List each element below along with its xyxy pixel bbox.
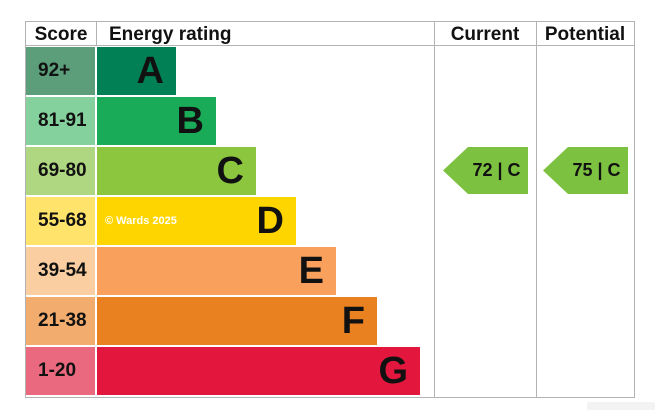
band-row-b: 81-91 B: [26, 97, 634, 147]
band-row-a: 92+ A: [26, 47, 634, 97]
band-c-score-cell: 69-80: [26, 147, 95, 195]
header-score: Score: [34, 23, 88, 45]
band-row-e: 39-54 E: [26, 247, 634, 297]
band-row-c: 69-80 C: [26, 147, 634, 197]
header-energy-rating: Energy rating: [109, 23, 232, 45]
band-a-bar: A: [97, 47, 176, 95]
table-header: Score Energy rating Current Potential: [26, 22, 634, 46]
band-d-bar: © Wards 2025 D: [97, 197, 296, 245]
band-e-letter: E: [298, 250, 324, 292]
band-row-g: 1-20 G: [26, 347, 634, 397]
band-b-bar: B: [97, 97, 216, 145]
current-column-divider: [434, 22, 435, 397]
band-g-letter: G: [378, 350, 408, 392]
band-a-score-cell: 92+: [26, 47, 95, 95]
band-f-bar: F: [97, 297, 377, 345]
band-e-bar: E: [97, 247, 336, 295]
band-b-score-cell: 81-91: [26, 97, 95, 145]
band-row-d: 55-68 © Wards 2025 D: [26, 197, 634, 247]
header-potential: Potential: [544, 23, 626, 45]
band-c-letter: C: [216, 150, 244, 192]
header-current: Current: [450, 23, 520, 45]
band-d-letter: D: [256, 200, 284, 242]
band-b-letter: B: [176, 100, 204, 142]
band-f-score-cell: 21-38: [26, 297, 95, 345]
band-g-score-cell: 1-20: [26, 347, 95, 395]
band-d-score-cell: 55-68: [26, 197, 95, 245]
band-f-letter: F: [341, 300, 365, 342]
band-e-score-cell: 39-54: [26, 247, 95, 295]
epc-chart-frame: Score Energy rating Current Potential 92…: [25, 21, 635, 398]
band-row-f: 21-38 F: [26, 297, 634, 347]
wards-watermark: © Wards 2025: [105, 215, 177, 227]
band-c-bar: C: [97, 147, 256, 195]
band-a-letter: A: [136, 50, 164, 92]
band-g-bar: G: [97, 347, 420, 395]
faint-corner-watermark: [587, 402, 655, 410]
score-column-divider: [96, 22, 97, 46]
potential-column-divider: [536, 22, 537, 397]
